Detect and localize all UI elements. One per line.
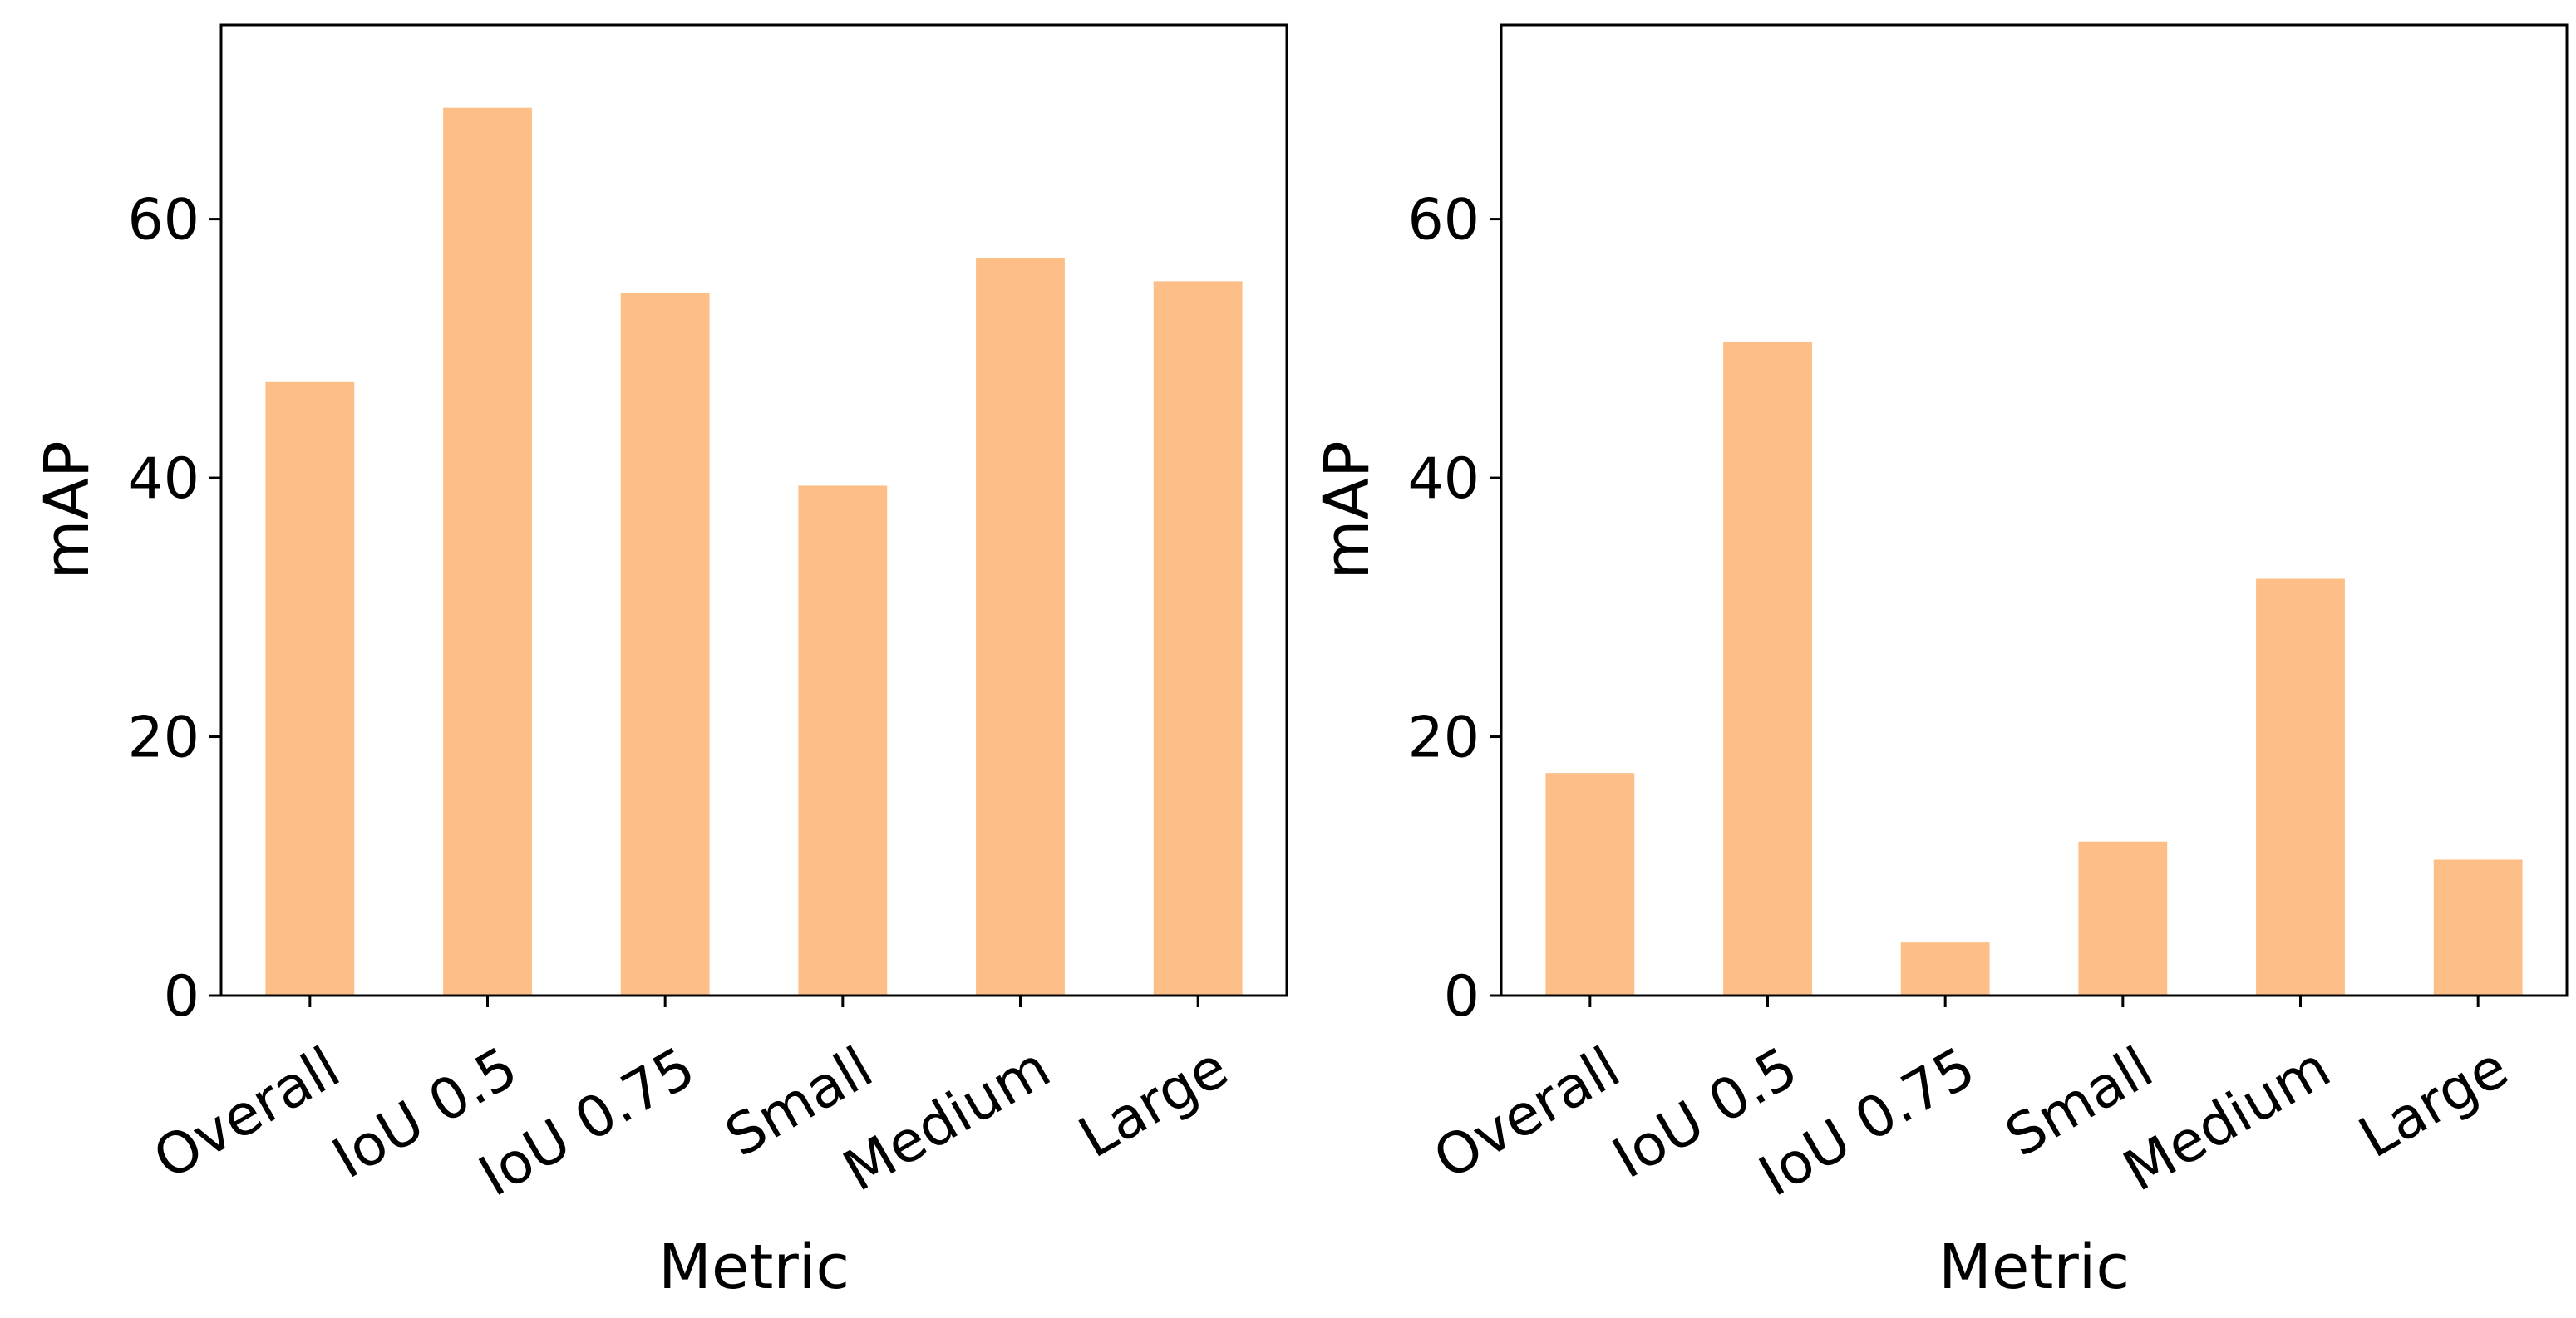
left-y-tick-label: 40 xyxy=(127,446,199,512)
right-y-tick-label: 40 xyxy=(1407,446,1480,512)
right-x-tick-label: Medium xyxy=(2113,1035,2342,1204)
right-x-tick-label: Overall xyxy=(1423,1035,1631,1193)
right-bar-iou-0-5 xyxy=(1723,342,1812,996)
right-bars xyxy=(1545,342,2523,996)
right-y-axis-label: mAP xyxy=(1312,440,1383,579)
left-plot-frame xyxy=(219,23,1288,997)
right-bar-medium xyxy=(2256,578,2345,996)
left-bar-overall xyxy=(265,381,355,996)
left-bar-iou-0-75 xyxy=(620,293,710,996)
left-x-tick-label: Overall xyxy=(143,1035,351,1193)
left-x-tick-label: Large xyxy=(1068,1035,1239,1171)
left-bar-large xyxy=(1153,281,1243,996)
right-bar-small xyxy=(2078,841,2168,996)
left-y-axis: 0 20 40 60 xyxy=(127,188,221,1030)
right-y-tick-label: 0 xyxy=(1444,964,1480,1030)
left-bar-medium xyxy=(976,258,1065,996)
left-y-axis-label: mAP xyxy=(32,440,103,579)
right-plot-frame xyxy=(1500,23,2569,997)
left-y-tick-label: 0 xyxy=(164,964,199,1030)
right-bar-overall xyxy=(1545,773,1635,996)
right-bar-iou-0-75 xyxy=(1900,942,1990,996)
right-bar-large xyxy=(2433,859,2523,996)
left-bar-iou-0-5 xyxy=(443,107,532,996)
right-y-tick-label: 60 xyxy=(1407,188,1480,253)
right-x-axis-label: Metric xyxy=(1938,1232,2130,1303)
left-bars xyxy=(265,107,1243,996)
right-y-axis: 0 20 40 60 xyxy=(1407,188,1501,1030)
left-y-tick-label: 60 xyxy=(127,188,199,253)
right-y-tick-label: 20 xyxy=(1407,706,1480,771)
left-bar-small xyxy=(798,485,888,996)
left-x-axis-label: Metric xyxy=(658,1232,850,1303)
left-x-tick-label: Medium xyxy=(833,1035,1061,1204)
right-x-tick-label: Large xyxy=(2348,1035,2519,1171)
left-y-tick-label: 20 xyxy=(127,706,199,771)
